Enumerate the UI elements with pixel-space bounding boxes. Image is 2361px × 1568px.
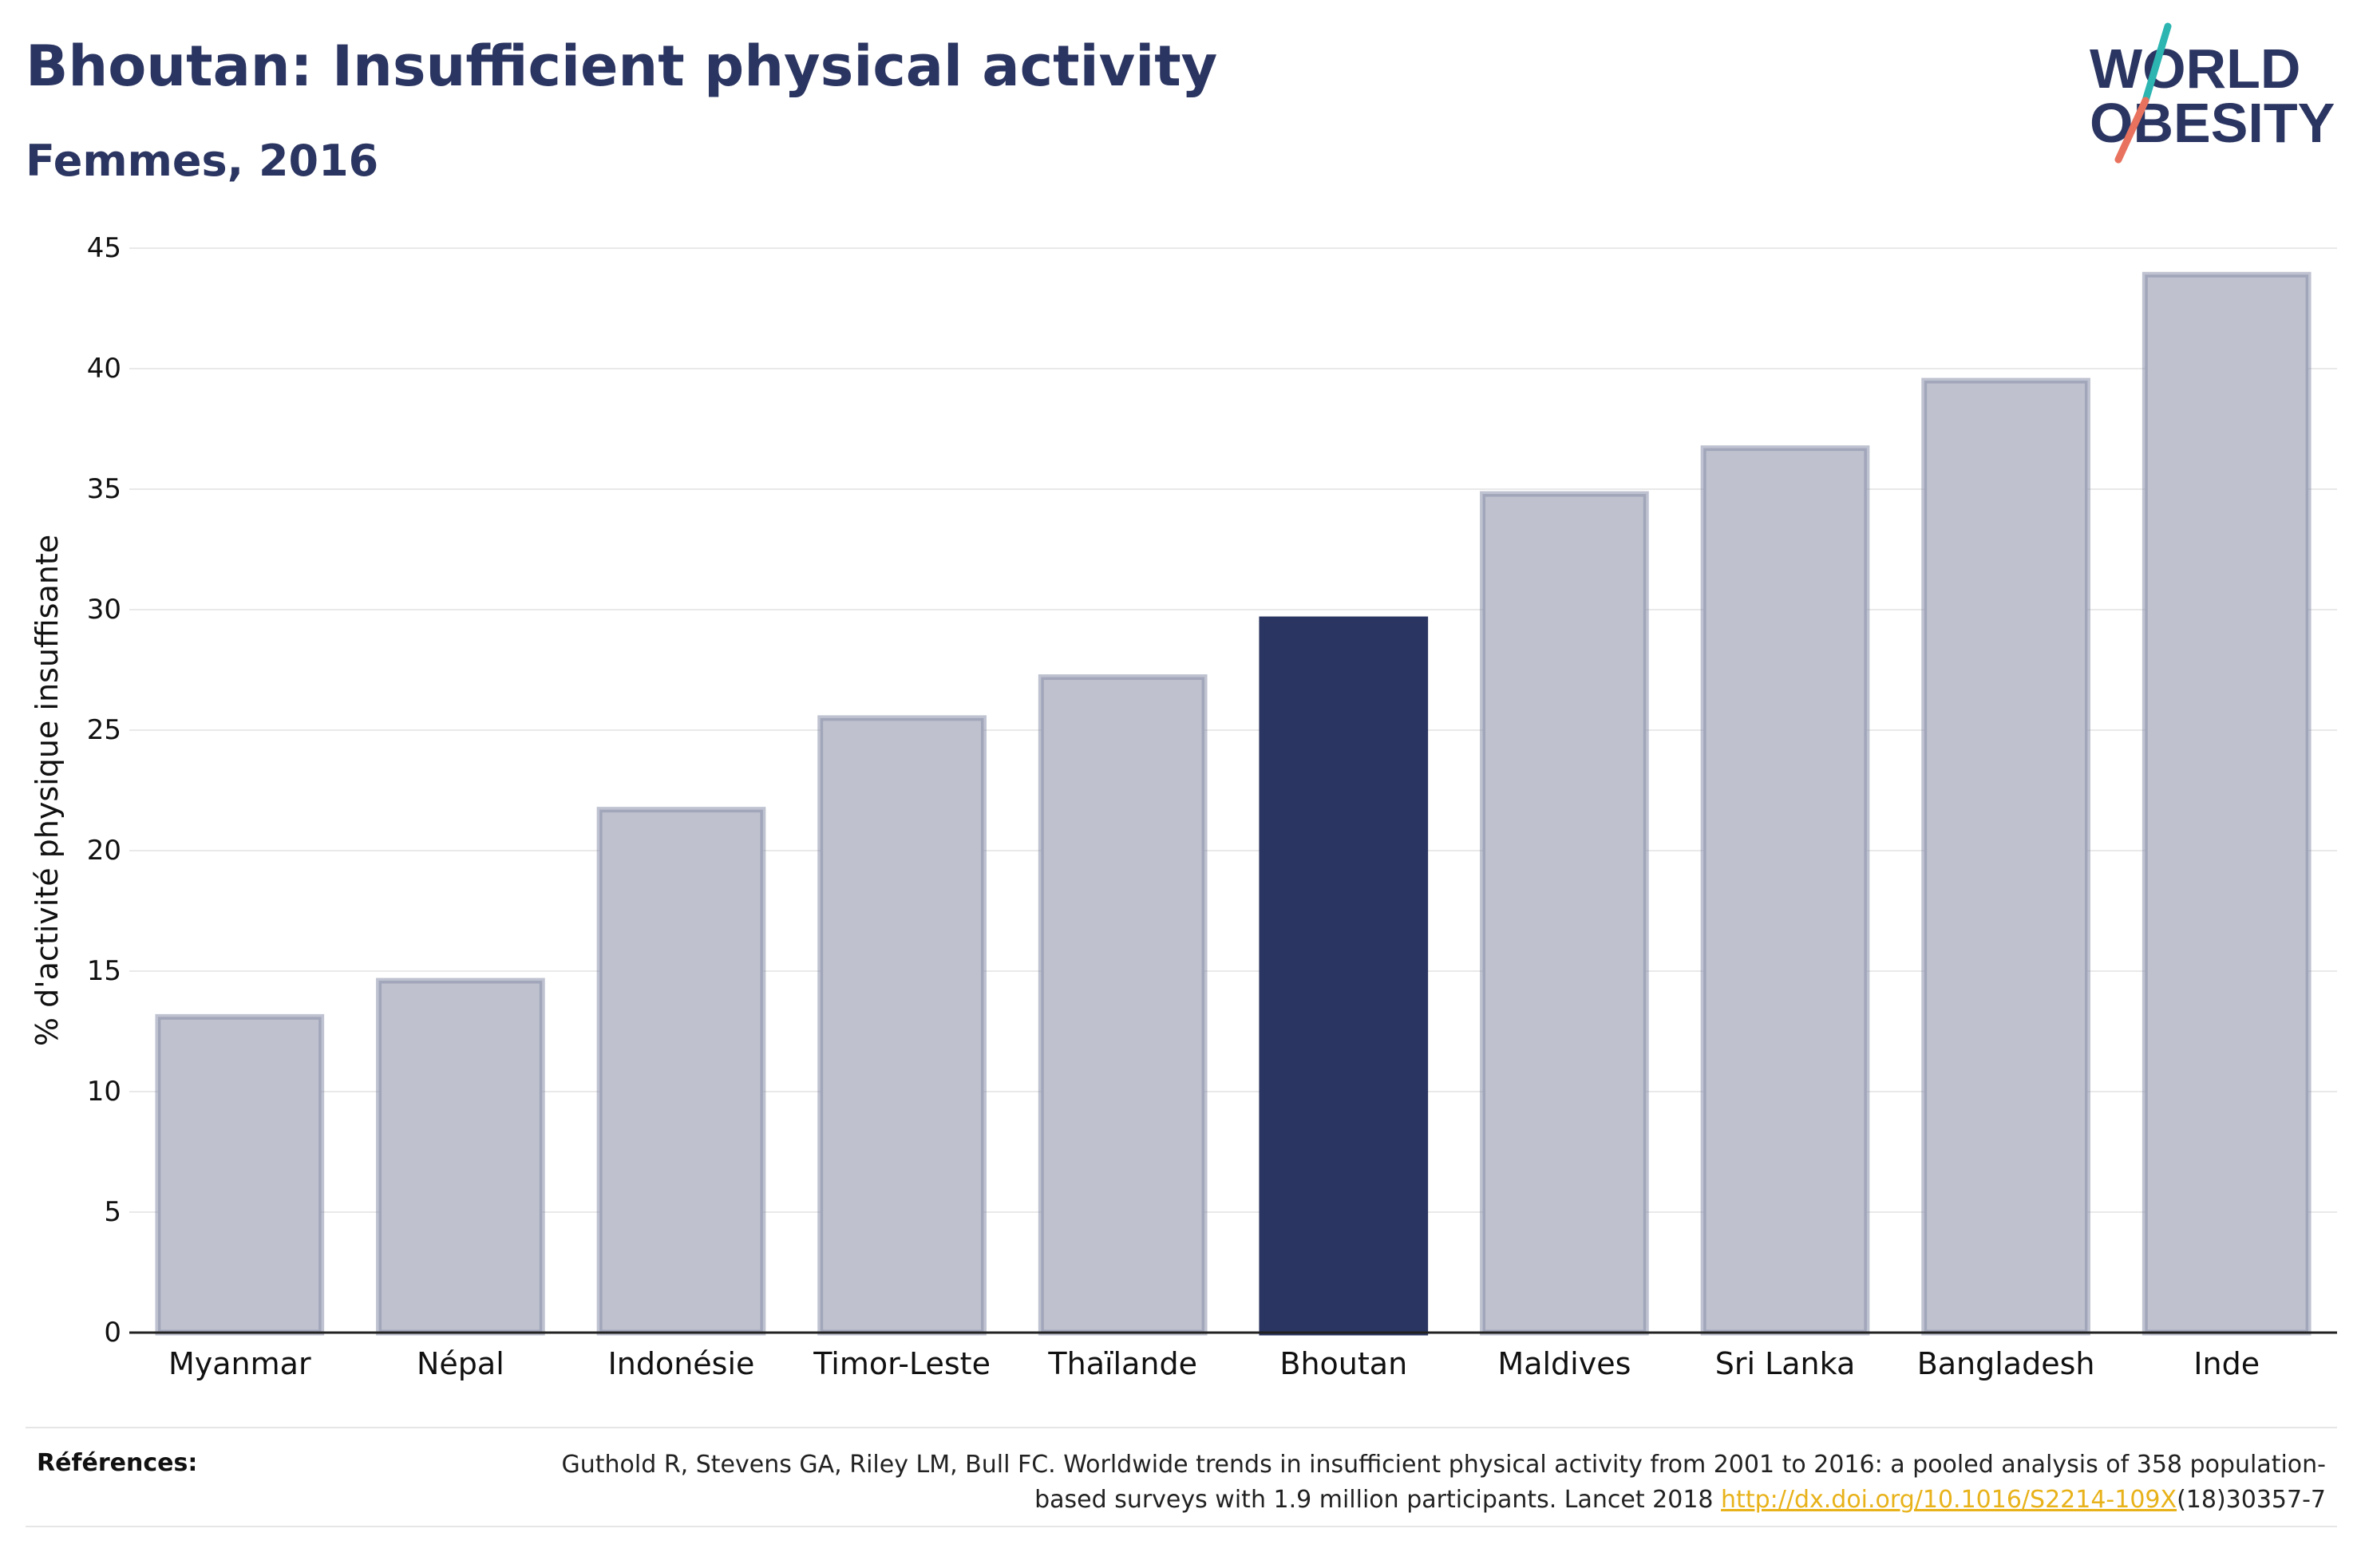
y-tick-label: 15 — [87, 955, 121, 987]
references-doi-link[interactable]: http://dx.doi.org/10.1016/S2214-109X — [1721, 1486, 2177, 1514]
bar — [376, 978, 545, 1336]
logo-word-2: OBESITY — [2090, 92, 2335, 154]
x-tick-label: Népal — [417, 1346, 504, 1381]
y-tick-label: 5 — [104, 1196, 121, 1228]
x-tick-label: Myanmar — [168, 1346, 311, 1381]
references-doi-suffix: (18)30357-7 — [2177, 1486, 2326, 1514]
bar — [2142, 271, 2312, 1336]
bar — [1921, 377, 2090, 1336]
references-citation: Guthold R, Stevens GA, Riley LM, Bull FC… — [561, 1451, 2326, 1514]
x-tick-label: Sri Lanka — [1715, 1346, 1856, 1381]
x-tick-label: Bhoutan — [1279, 1346, 1407, 1381]
x-tick-label: Thaïlande — [1047, 1346, 1197, 1381]
references-text: Guthold R, Stevens GA, Riley LM, Bull FC… — [490, 1448, 2326, 1518]
y-tick-label: 35 — [87, 473, 121, 505]
x-tick-label: Indonésie — [608, 1346, 755, 1381]
bar — [817, 715, 987, 1336]
references-divider-bottom — [26, 1526, 2337, 1527]
world-obesity-logo: WORLD OBESITY — [2090, 22, 2335, 164]
bar-highlight — [1259, 616, 1429, 1336]
references-label: Références: — [37, 1449, 198, 1477]
y-tick-label: 30 — [87, 594, 121, 626]
logo-word-1: WORLD — [2090, 38, 2300, 100]
x-tick-label: Bangladesh — [1917, 1346, 2095, 1381]
bar — [1038, 674, 1208, 1336]
chart-subtitle: Femmes, 2016 — [26, 136, 379, 186]
y-tick-label: 40 — [87, 353, 121, 385]
x-tick-label: Maldives — [1497, 1346, 1631, 1381]
x-tick-label: Timor-Leste — [813, 1346, 991, 1381]
y-tick-label: 20 — [87, 835, 121, 867]
y-tick-label: 0 — [104, 1317, 121, 1349]
logo-slash-top — [2142, 22, 2172, 105]
bar — [596, 807, 766, 1336]
bar — [1700, 445, 1870, 1336]
y-tick-label: 25 — [87, 714, 121, 746]
bar — [155, 1013, 325, 1336]
references-divider-top — [26, 1427, 2337, 1428]
bar-chart: 0 5 10 15 20 25 30 35 40 45 Myanmar Népal Indonésie T… — [30, 232, 2337, 1381]
logo-slash-bottom — [2114, 97, 2149, 164]
chart-title: Bhoutan: Insufficient physical activity — [26, 34, 1218, 99]
y-tick-label: 10 — [87, 1076, 121, 1108]
y-axis-title: % d'activité physique insuffisante — [30, 535, 65, 1046]
bar — [1480, 491, 1649, 1336]
y-tick-label: 45 — [87, 232, 121, 264]
x-tick-label: Inde — [2193, 1346, 2260, 1381]
